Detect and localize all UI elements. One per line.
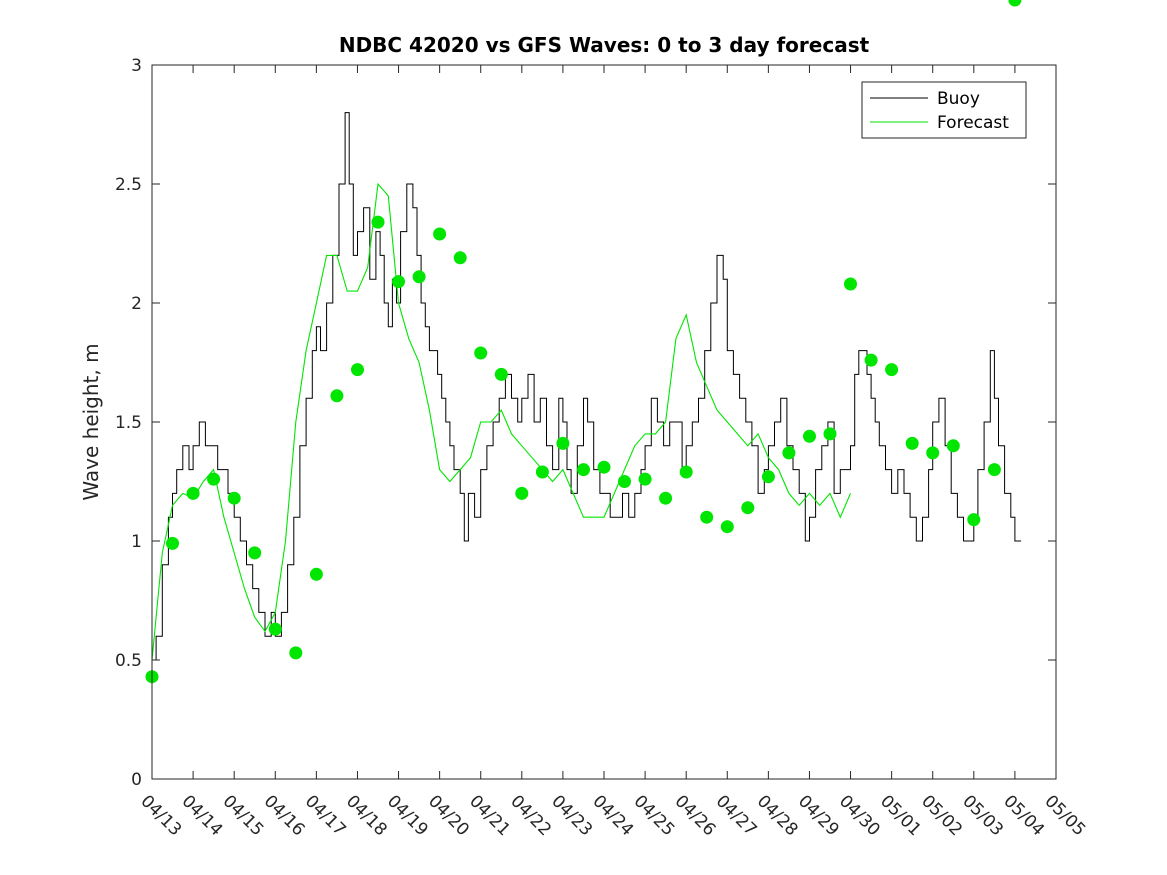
legend: Buoy Forecast xyxy=(861,81,1027,139)
analysis-point xyxy=(330,389,344,403)
analysis-point xyxy=(659,491,673,505)
y-tick-label: 1 xyxy=(131,532,142,552)
x-tick-label: 04/30 xyxy=(835,791,884,840)
analysis-point xyxy=(433,227,447,241)
x-tick-label: 04/15 xyxy=(219,791,268,840)
y-tick-label: 1.5 xyxy=(115,413,142,433)
y-tick-label: 3 xyxy=(131,56,142,76)
analysis-points xyxy=(145,0,1022,684)
analysis-point xyxy=(864,353,878,367)
analysis-point xyxy=(392,275,405,289)
analysis-point xyxy=(453,251,467,265)
x-tick-label: 04/14 xyxy=(178,791,227,840)
analysis-point xyxy=(351,363,364,377)
analysis-point xyxy=(556,436,570,450)
buoy-series xyxy=(152,112,1022,661)
x-tick-label: 04/26 xyxy=(671,791,720,840)
x-tick-label: 05/03 xyxy=(958,791,1007,840)
analysis-point xyxy=(803,429,816,443)
y-axis-label: Wave height, m xyxy=(79,343,103,500)
analysis-point xyxy=(474,346,488,360)
x-tick-label: 04/28 xyxy=(753,791,802,840)
x-tick-label: 05/04 xyxy=(999,791,1048,840)
analysis-point xyxy=(166,536,179,550)
analysis-point xyxy=(186,486,200,500)
x-tick-label: 04/29 xyxy=(794,791,843,840)
analysis-point xyxy=(412,270,426,284)
analysis-point xyxy=(1008,0,1022,7)
analysis-point xyxy=(597,460,611,474)
analysis-point xyxy=(967,513,981,527)
analysis-point xyxy=(844,277,857,291)
analysis-point xyxy=(987,463,1001,477)
legend-forecast-label: Forecast xyxy=(937,113,1009,133)
y-axis-ticks: 0 0.5 1 1.5 2 2.5 3 xyxy=(115,56,1056,790)
x-tick-label: 04/24 xyxy=(588,791,637,840)
plot-area-background xyxy=(152,65,1056,779)
analysis-point xyxy=(577,463,590,477)
chart-title: NDBC 42020 vs GFS Waves: 0 to 3 day fore… xyxy=(339,33,870,57)
x-tick-label: 04/25 xyxy=(630,791,679,840)
analysis-point xyxy=(618,475,631,488)
buoy-line xyxy=(152,112,1022,661)
analysis-point xyxy=(926,446,940,460)
analysis-point xyxy=(515,486,529,500)
analysis-point xyxy=(248,546,262,560)
forecast-series xyxy=(151,182,852,661)
y-tick-label: 0 xyxy=(131,770,142,790)
x-tick-label: 04/27 xyxy=(712,791,761,840)
analysis-point xyxy=(761,470,775,484)
x-tick-label: 04/13 xyxy=(136,791,185,840)
analysis-point xyxy=(679,465,693,479)
y-tick-label: 2.5 xyxy=(115,175,142,195)
analysis-point xyxy=(823,427,837,441)
analysis-point xyxy=(268,622,282,636)
analysis-point xyxy=(207,472,221,486)
y-tick-label: 2 xyxy=(131,294,142,314)
analysis-point xyxy=(309,567,323,581)
x-tick-label: 04/21 xyxy=(465,791,514,840)
legend-box xyxy=(861,81,1027,139)
x-tick-label: 04/22 xyxy=(506,791,555,840)
analysis-point xyxy=(227,491,241,505)
analysis-point xyxy=(720,520,734,534)
analysis-point xyxy=(638,472,652,486)
x-tick-label: 05/02 xyxy=(917,791,966,840)
analysis-point xyxy=(885,363,899,377)
x-tick-label: 04/18 xyxy=(342,791,391,840)
x-tick-label: 05/05 xyxy=(1040,791,1089,840)
x-tick-label: 04/20 xyxy=(424,791,473,840)
analysis-point xyxy=(700,510,714,524)
analysis-point xyxy=(535,465,549,479)
analysis-point xyxy=(741,501,755,515)
analysis-point xyxy=(289,646,303,660)
analysis-point xyxy=(905,436,919,450)
analysis-point xyxy=(946,439,960,453)
analysis-point xyxy=(782,446,796,460)
analysis-point xyxy=(494,367,508,381)
x-tick-label: 05/01 xyxy=(876,791,925,840)
analysis-point xyxy=(371,215,385,229)
x-tick-label: 04/23 xyxy=(547,791,596,840)
y-tick-label: 0.5 xyxy=(115,651,142,671)
legend-buoy-label: Buoy xyxy=(937,89,980,109)
x-tick-label: 04/16 xyxy=(260,791,309,840)
x-tick-label: 04/19 xyxy=(383,791,432,840)
forecast-line xyxy=(151,182,852,661)
x-tick-label: 04/17 xyxy=(301,791,350,840)
